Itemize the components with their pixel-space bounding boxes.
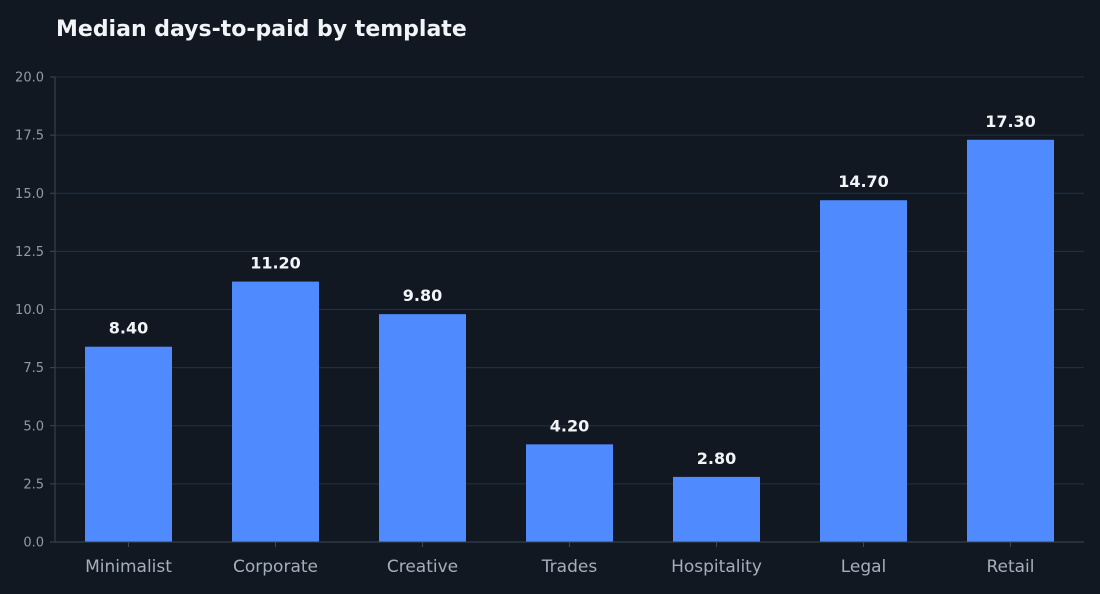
- y-tick-label: 17.5: [15, 129, 44, 144]
- data-label: 4.20: [550, 416, 589, 435]
- data-label: 9.80: [403, 286, 442, 305]
- bar-hospitality[interactable]: [673, 476, 760, 542]
- data-label: 14.70: [838, 172, 889, 191]
- data-labels: 8.40 11.20 9.80 4.20 2.80 14.70 17.30: [109, 112, 1036, 468]
- data-label: 2.80: [697, 449, 736, 468]
- bar-corporate[interactable]: [232, 281, 319, 542]
- y-tick-label: 12.5: [15, 245, 44, 260]
- bar-trades[interactable]: [526, 444, 613, 542]
- y-tick-label: 7.5: [23, 361, 44, 376]
- category-label: Trades: [541, 557, 598, 577]
- bar-retail[interactable]: [967, 139, 1054, 542]
- y-tick-label: 20.0: [15, 71, 44, 86]
- bar-legal[interactable]: [820, 200, 907, 542]
- gridlines: [55, 76, 1084, 485]
- category-label: Corporate: [233, 557, 318, 577]
- bars: [85, 139, 1054, 542]
- bar-creative[interactable]: [379, 314, 466, 542]
- axes: [50, 76, 1084, 547]
- y-tick-labels: 0.0 2.5 5.0 7.5 10.0 12.5 15.0 17.5 20.0: [15, 71, 44, 551]
- y-tick-label: 5.0: [23, 419, 44, 434]
- category-labels: Minimalist Corporate Creative Trades Hospita…: [85, 557, 1034, 577]
- data-label: 8.40: [109, 319, 148, 338]
- category-label: Legal: [841, 557, 887, 577]
- bar-minimalist[interactable]: [85, 346, 172, 542]
- category-label: Retail: [986, 557, 1034, 577]
- category-label: Minimalist: [85, 557, 172, 577]
- y-tick-label: 10.0: [15, 303, 44, 318]
- category-label: Creative: [387, 557, 458, 577]
- y-tick-label: 0.0: [23, 536, 44, 551]
- data-label: 11.20: [250, 254, 301, 273]
- category-label: Hospitality: [671, 557, 762, 577]
- y-tick-label: 15.0: [15, 187, 44, 202]
- data-label: 17.30: [985, 112, 1036, 131]
- y-tick-label: 2.5: [23, 477, 44, 492]
- chart-title: Median days-to-paid by template: [56, 17, 467, 42]
